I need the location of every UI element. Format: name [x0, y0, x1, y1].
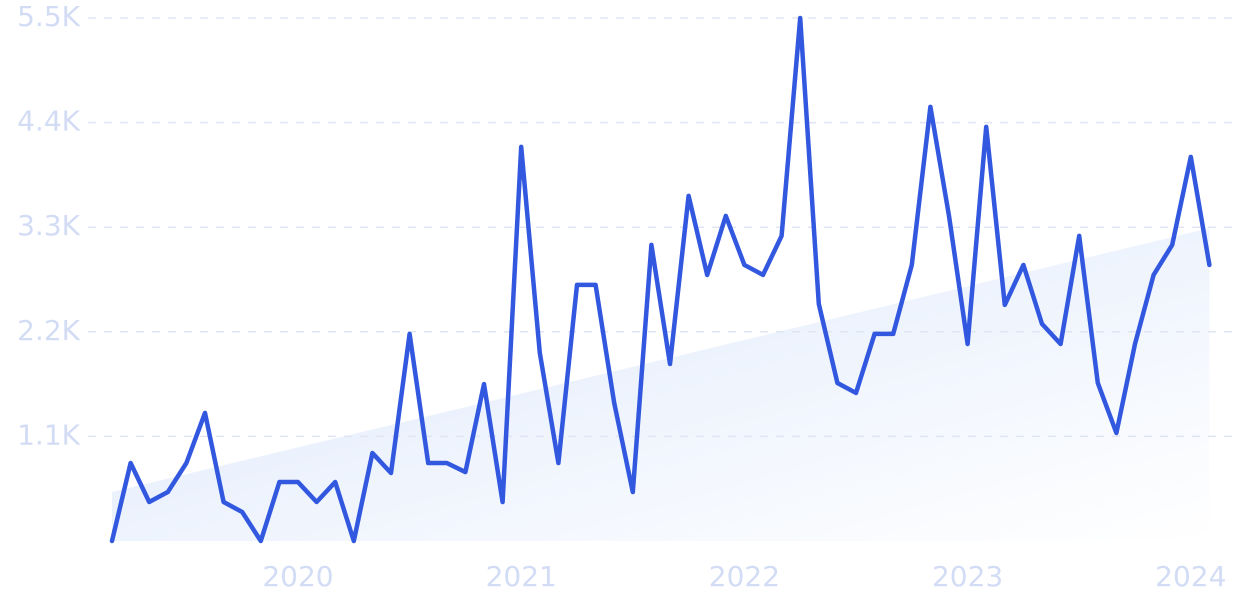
y-tick-label: 5.5K [17, 0, 81, 33]
y-tick-label: 2.2K [17, 314, 81, 347]
data-line [109, 15, 1212, 544]
y-tick-label: 4.4K [17, 105, 81, 138]
x-tick-label: 2022 [709, 560, 780, 593]
y-tick-label: 3.3K [17, 209, 81, 242]
trend-area [112, 228, 1210, 541]
y-tick-label: 1.1K [17, 418, 81, 451]
x-tick-label: 2020 [262, 560, 333, 593]
x-tick-label: 2021 [486, 560, 557, 593]
x-tick-label: 2023 [932, 560, 1003, 593]
x-tick-label: 2024 [1155, 560, 1226, 593]
